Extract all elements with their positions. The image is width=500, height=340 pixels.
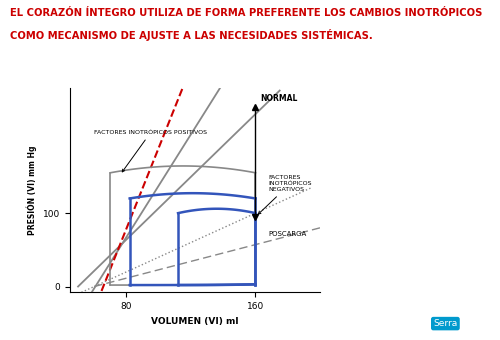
Text: EL CORAZÓN ÍNTEGRO UTILIZA DE FORMA PREFERENTE LOS CAMBIOS INOTRÓPICOS: EL CORAZÓN ÍNTEGRO UTILIZA DE FORMA PREF… [10, 8, 482, 18]
Text: FACTORES
INOTRÓPICOS
NEGATIVOS: FACTORES INOTRÓPICOS NEGATIVOS [258, 175, 312, 214]
X-axis label: VOLUMEN (VI) ml: VOLUMEN (VI) ml [151, 317, 239, 326]
Y-axis label: PRESIÓN (VI) mm Hg: PRESIÓN (VI) mm Hg [27, 146, 38, 235]
Text: Serra: Serra [433, 319, 458, 328]
Text: NORMAL: NORMAL [260, 94, 298, 103]
Text: FACTORES INOTRÓPICOS POSITIVOS: FACTORES INOTRÓPICOS POSITIVOS [94, 130, 207, 172]
Text: POSCARGA: POSCARGA [268, 231, 306, 237]
Text: COMO MECANISMO DE AJUSTE A LAS NECESIDADES SISTÉMICAS.: COMO MECANISMO DE AJUSTE A LAS NECESIDAD… [10, 29, 373, 41]
